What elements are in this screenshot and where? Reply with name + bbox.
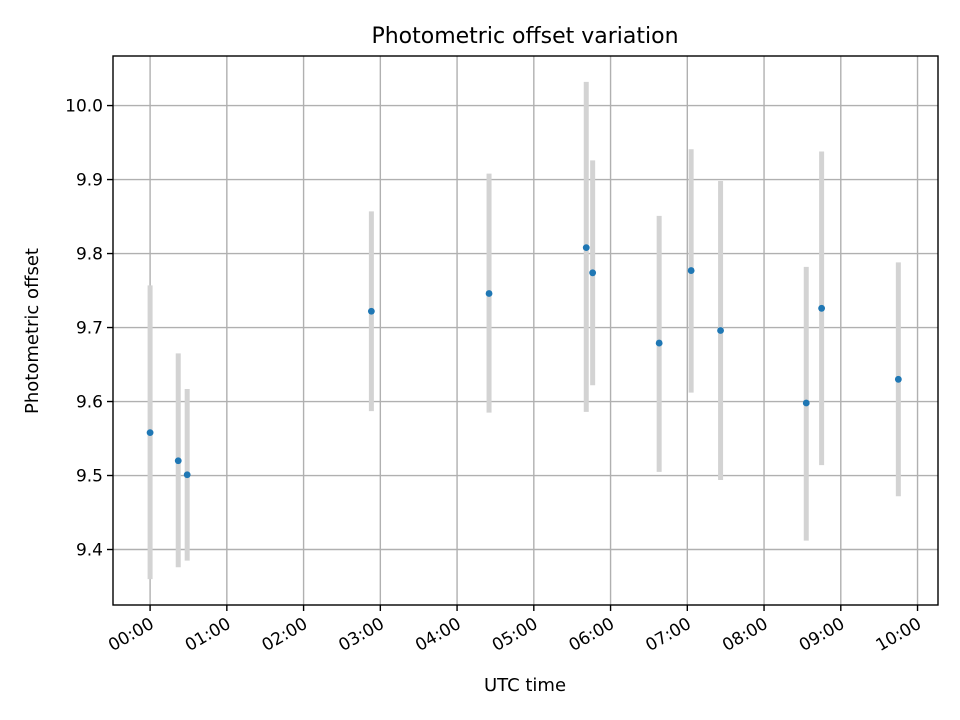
y-tick-label: 10.0 bbox=[65, 97, 103, 117]
x-tick-label: 06:00 bbox=[566, 614, 618, 656]
error-bars bbox=[147, 81, 901, 580]
y-tick-label: 9.9 bbox=[76, 171, 103, 191]
y-tick-label: 9.7 bbox=[76, 319, 103, 339]
y-tick-label: 9.8 bbox=[76, 245, 103, 265]
x-tick-label: 00:00 bbox=[105, 614, 157, 656]
y-tick-label: 9.5 bbox=[76, 467, 103, 487]
x-tick-label: 02:00 bbox=[259, 614, 311, 656]
data-point bbox=[818, 304, 826, 312]
x-axis: 00:00 01:00 02:00 03:00 04:00 05:00 06:00 07:00… bbox=[105, 605, 925, 656]
grid bbox=[113, 56, 938, 605]
data-point bbox=[687, 267, 695, 274]
data-point bbox=[802, 399, 810, 407]
x-tick-label: 05:00 bbox=[489, 614, 541, 656]
y-tick-label: 9.6 bbox=[76, 393, 103, 413]
data-point bbox=[485, 290, 493, 297]
data-points bbox=[146, 244, 902, 479]
data-point bbox=[717, 327, 724, 334]
data-point bbox=[367, 307, 375, 315]
x-tick-label: 03:00 bbox=[335, 614, 387, 656]
y-tick-label: 9.4 bbox=[76, 541, 103, 561]
plot-frame bbox=[112, 55, 939, 606]
data-point bbox=[146, 429, 154, 437]
data-point bbox=[655, 339, 663, 347]
x-tick-label: 10:00 bbox=[873, 614, 925, 656]
y-axis: 9.4 9.5 9.6 9.7 9.8 9.9 10.0 bbox=[65, 97, 113, 561]
x-axis-label: UTC time bbox=[484, 675, 566, 696]
data-point bbox=[582, 244, 590, 252]
data-point bbox=[589, 269, 597, 277]
chart-title: Photometric offset variation bbox=[371, 24, 678, 49]
data-point bbox=[894, 375, 902, 383]
data-point bbox=[183, 471, 191, 479]
x-tick-label: 09:00 bbox=[796, 614, 848, 656]
y-axis-label: Photometric offset bbox=[22, 248, 43, 414]
x-tick-label: 07:00 bbox=[642, 614, 694, 656]
x-tick-label: 01:00 bbox=[182, 614, 234, 656]
x-tick-label: 08:00 bbox=[719, 614, 771, 656]
x-tick-label: 04:00 bbox=[412, 614, 464, 656]
data-point bbox=[174, 457, 182, 465]
